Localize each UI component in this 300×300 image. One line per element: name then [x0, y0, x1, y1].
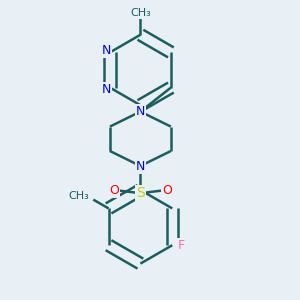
Text: N: N — [101, 44, 111, 57]
Text: F: F — [178, 239, 185, 252]
Text: N: N — [136, 160, 145, 172]
Text: O: O — [162, 184, 172, 197]
Text: O: O — [109, 184, 119, 197]
Text: CH₃: CH₃ — [130, 8, 151, 18]
Text: N: N — [101, 83, 111, 96]
Text: N: N — [136, 105, 145, 118]
Text: S: S — [136, 186, 145, 200]
Text: CH₃: CH₃ — [69, 191, 89, 201]
